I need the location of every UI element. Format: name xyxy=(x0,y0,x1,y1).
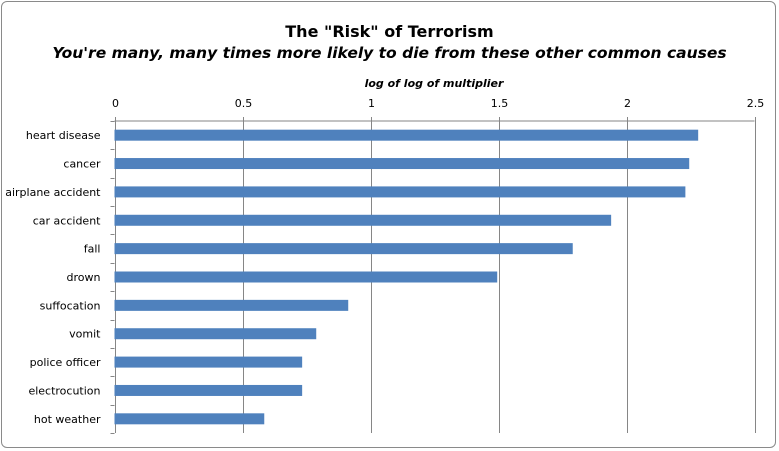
bar-car-accident xyxy=(114,214,612,226)
y-tick-label: hot weather xyxy=(34,413,101,426)
bar-hot-weather xyxy=(114,413,265,425)
bar-airplane-accident xyxy=(114,186,686,198)
y-tick-label: airplane accident xyxy=(5,186,101,199)
bar-heart-disease xyxy=(114,129,699,141)
bar-police-officer xyxy=(114,356,303,368)
bar-vomit xyxy=(114,328,317,340)
bar-fall xyxy=(114,243,573,255)
y-tick-label: fall xyxy=(84,243,101,256)
x-tick-label: 2 xyxy=(624,97,631,110)
y-tick-label: vomit xyxy=(69,328,101,341)
y-tick-label: police officer xyxy=(30,356,101,369)
y-tick-label: heart disease xyxy=(26,129,101,142)
y-tick-label: drown xyxy=(67,271,101,284)
x-tick-label: 2.5 xyxy=(747,97,765,110)
y-tick-label: cancer xyxy=(63,158,101,171)
bar-cancer xyxy=(114,158,690,170)
y-tick-label: electrocution xyxy=(28,384,100,397)
bar-drown xyxy=(114,271,498,283)
bar-electrocution xyxy=(114,384,303,396)
chart-title: The "Risk" of Terrorism xyxy=(285,22,494,41)
x-tick-label: 0 xyxy=(112,97,119,110)
y-tick-label: suffocation xyxy=(40,299,101,312)
x-tick-label: 0.5 xyxy=(235,97,253,110)
x-axis-label: log of log of multiplier xyxy=(364,77,504,90)
y-tick-label: car accident xyxy=(33,214,101,227)
bar-suffocation xyxy=(114,299,349,311)
x-tick-label: 1 xyxy=(368,97,375,110)
chart-subtitle: You're many, many times more likely to d… xyxy=(52,44,727,62)
x-tick-label: 1.5 xyxy=(491,97,509,110)
